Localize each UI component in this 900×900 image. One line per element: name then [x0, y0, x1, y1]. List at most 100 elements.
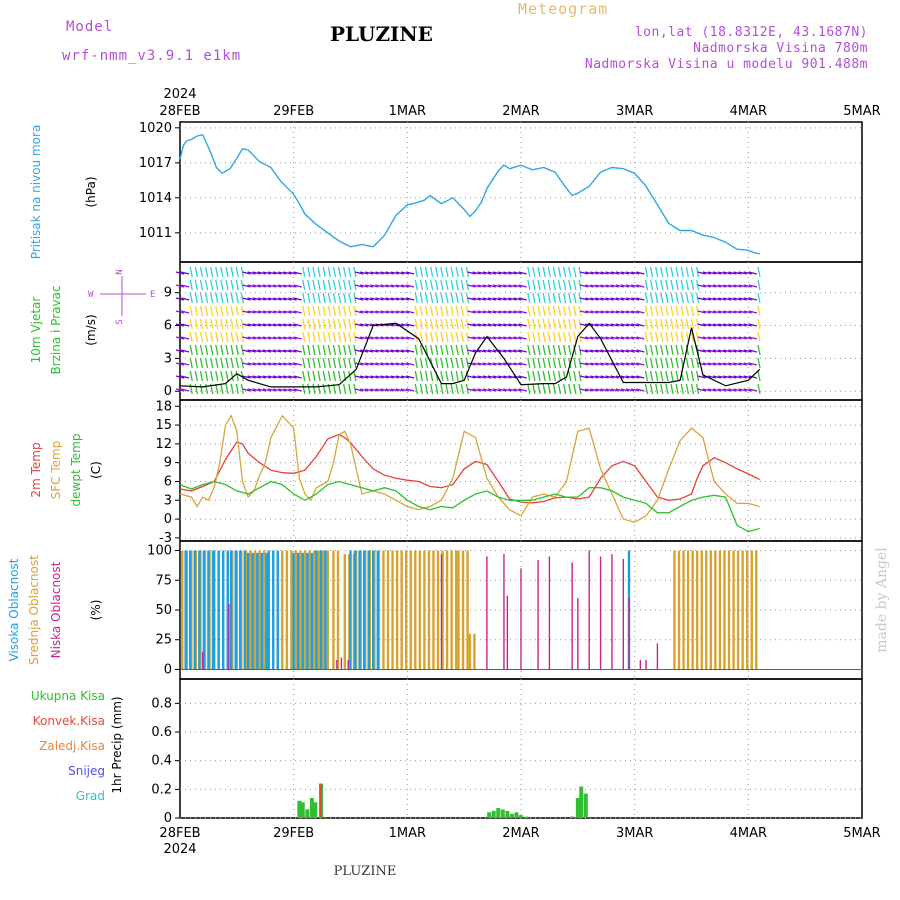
compass-e: E	[150, 290, 155, 300]
precip-bar	[487, 812, 492, 818]
wind-arrow	[467, 297, 476, 301]
wind-arrow	[337, 357, 342, 369]
wind-arrow	[636, 349, 645, 353]
wind-arrow	[585, 388, 594, 392]
x-tick-label-bottom: 29FEB	[273, 826, 314, 841]
wind-arrow	[690, 357, 695, 369]
wind-arrow	[513, 284, 522, 288]
wind-arrow	[573, 344, 577, 356]
wind-arrow	[685, 370, 690, 382]
wind-arrow	[712, 375, 722, 379]
wind-arrow	[273, 375, 282, 379]
wind-arrow	[252, 388, 261, 392]
wind-arrow	[302, 279, 306, 291]
wind-arrow	[562, 370, 567, 382]
wind-arrow	[631, 349, 640, 353]
wind-arrow	[579, 375, 589, 379]
wind-arrow	[359, 375, 369, 379]
wind-arrow	[400, 362, 410, 366]
wind-arrow	[620, 271, 630, 275]
wind-arrow	[337, 344, 342, 356]
precip-bar	[313, 802, 318, 818]
wind-arrow	[390, 375, 399, 379]
wind-arrow	[670, 370, 674, 382]
wind-arrow	[240, 383, 245, 395]
wind-arrow	[655, 357, 659, 369]
wind-arrow	[660, 318, 664, 330]
wind-arrow	[527, 370, 531, 382]
wind-arrow	[204, 357, 209, 369]
wind-arrow	[542, 383, 546, 395]
wind-arrow	[527, 305, 531, 317]
wind-arrow	[406, 362, 415, 366]
wind-arrow	[702, 297, 712, 301]
wind-arrow	[230, 305, 234, 317]
wind-arrow	[424, 331, 429, 343]
wind-arrow	[252, 284, 261, 288]
wind-arrow	[631, 362, 640, 366]
wind-arrow	[562, 383, 567, 395]
wind-arrow	[317, 292, 321, 304]
wind-arrow	[508, 310, 517, 314]
wind-arrow	[317, 318, 321, 330]
wind-arrow	[327, 357, 331, 369]
y-tick-label: 0	[164, 384, 172, 399]
wind-arrow	[718, 271, 727, 275]
wind-arrow	[595, 323, 604, 327]
wind-arrow	[513, 310, 522, 314]
wind-arrow	[215, 370, 219, 382]
wind-arrow	[702, 362, 712, 366]
wind-arrow	[230, 279, 234, 291]
wind-arrow	[562, 279, 567, 291]
wind-arrow	[450, 370, 454, 382]
wind-arrow	[636, 297, 645, 301]
wind-arrow	[712, 336, 722, 340]
wind-arrow	[273, 388, 282, 392]
wind-arrow	[532, 292, 536, 304]
wind-arrow	[649, 344, 654, 356]
wind-arrow	[257, 310, 266, 314]
wind-arrow	[680, 344, 684, 356]
wind-arrow	[718, 375, 727, 379]
wind-arrow	[343, 357, 347, 369]
wind-arrow	[302, 357, 306, 369]
wind-arrow	[240, 370, 245, 382]
wind-arrow	[278, 284, 287, 288]
wind-arrow	[210, 279, 214, 291]
year-label-top: 2024	[163, 87, 196, 102]
wind-arrow	[354, 388, 364, 392]
wind-arrow	[585, 375, 594, 379]
wind-arrow	[455, 266, 459, 278]
temp-line-0	[179, 433, 760, 504]
wind-arrow	[707, 284, 717, 288]
wind-arrow	[733, 271, 742, 275]
wind-arrow	[230, 357, 234, 369]
wind-arrow	[552, 318, 557, 330]
wind-arrow	[467, 284, 476, 288]
wind-arrow	[733, 388, 742, 392]
wind-arrow	[247, 310, 256, 314]
wind-arrow	[395, 349, 405, 353]
wind-arrow	[590, 362, 599, 366]
wind-arrow	[273, 323, 282, 327]
y-tick-label: -3	[159, 531, 172, 546]
wind-arrow	[353, 318, 357, 330]
wind-arrow	[435, 357, 439, 369]
wind-arrow	[492, 349, 502, 353]
wind-arrow	[247, 388, 256, 392]
wind-arrow	[204, 344, 209, 356]
wind-arrow	[220, 266, 224, 278]
wind-arrow	[482, 310, 492, 314]
wind-arrow	[527, 266, 531, 278]
wind-arrow	[189, 318, 193, 330]
wind-arrow	[513, 388, 522, 392]
cloud-unit-label: (%)	[89, 600, 103, 621]
wind-arrow	[395, 375, 405, 379]
wind-arrow	[460, 344, 464, 356]
wind-arrow	[465, 305, 470, 317]
wind-arrow	[498, 362, 507, 366]
wind-arrow	[445, 318, 449, 330]
wind-arrow	[283, 375, 292, 379]
precip-bar	[575, 797, 580, 818]
wind-arrow	[568, 370, 572, 382]
